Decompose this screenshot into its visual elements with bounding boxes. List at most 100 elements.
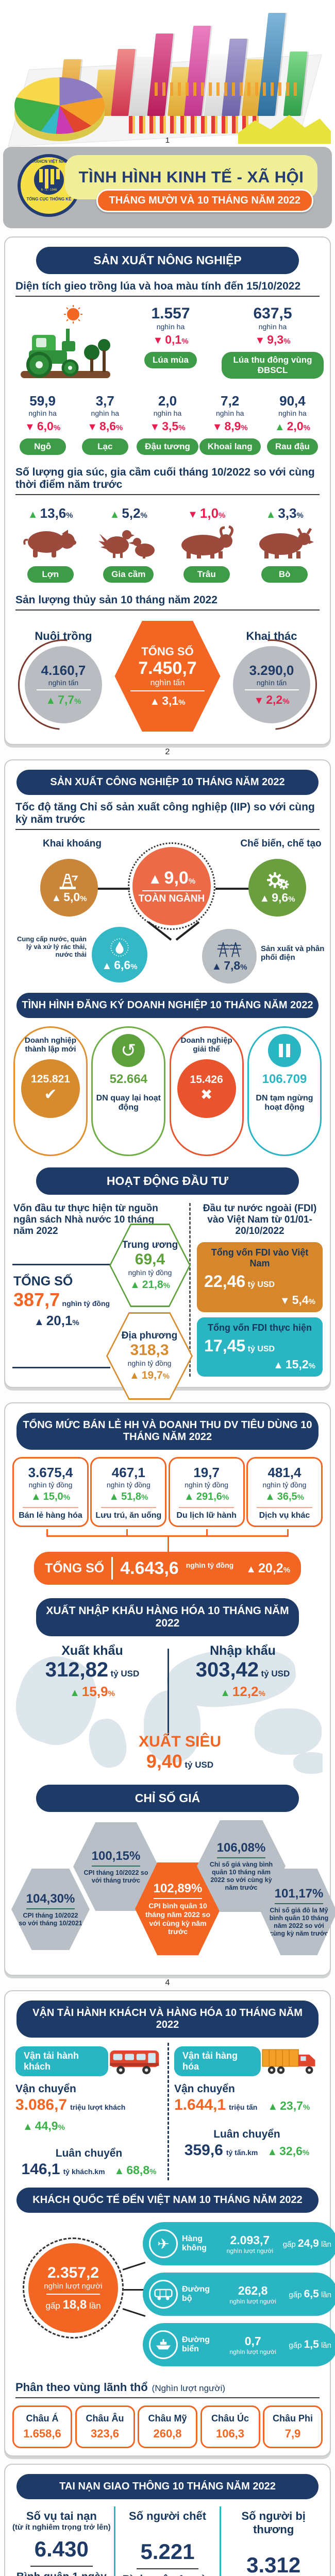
cases-value: 6.430: [34, 2537, 89, 2561]
cpi-value: 100,15%: [91, 1849, 141, 1867]
sea-value: 0,7: [244, 2334, 261, 2348]
up-arrow-icon: ▲: [264, 1491, 275, 1502]
region-label: Châu Phi: [272, 2413, 313, 2424]
passenger-pill: Vận tải hành khách: [15, 2046, 109, 2076]
livestock-label-pill: Gia cầm: [103, 566, 154, 583]
rice-row: 1.557 nghìn ha ▼ 0,1% Lúa mùa 637,5 nghìn…: [5, 305, 330, 385]
business-suspended-value: 106.709: [262, 1072, 307, 1086]
fishery-farming-value: 4.160,7: [41, 662, 86, 678]
page-number-1: 1: [165, 136, 170, 145]
business-new-label: Doanh nghiệp thành lập mới: [25, 1036, 76, 1054]
business-returned-capsule: ↺ 52.664 DN quay lại hoạt động: [91, 1026, 166, 1156]
freight-rotated-label: Luân chuyển: [213, 2128, 280, 2140]
cpi-hexagon: 104,30% CPI tháng 10/2022 so với tháng 1…: [11, 1869, 90, 1950]
tractor-illustration: [11, 305, 120, 385]
cpi-label: CPI tháng 10/2022 so với tháng 10/2021: [19, 1911, 82, 1927]
retail-total-value: 4.643,6: [120, 1558, 179, 1578]
rice-label-pill: Lúa thu đông vùng ĐBSCL: [222, 352, 324, 379]
truck-icon: [262, 2049, 315, 2074]
retail-cards: 3.675,4 nghìn tỷ đồng ▲ 15,0% Bán lẻ hàng…: [5, 1455, 330, 1529]
central-value: 69,4: [135, 1251, 165, 1268]
surplus-value: 9,40: [146, 1751, 182, 1772]
freight-transport: Vận tải hàng hóa Vận chuyển 1.644,1 triệ…: [167, 2043, 325, 2180]
retail-value: 19,7: [193, 1465, 220, 1480]
region-cards: Châu Á 1.658,6 Châu Âu 323,6 Châu Mỹ 260…: [5, 2405, 330, 2448]
gso-logo-date: 6 - 5 - 1946: [41, 189, 57, 192]
freight-rotated-value: 359,6: [184, 2142, 223, 2159]
crop-value: 7,2: [221, 393, 240, 409]
x-icon: ✖: [200, 1087, 213, 1103]
livestock-row: ▲ 13,6% Lợn ▲ 5,2% Gia cầm ▼ 1,0% Trâu ▲ 3,3…: [5, 503, 330, 583]
region-card: Châu Mỹ 260,8: [138, 2405, 197, 2448]
investment-section-title: HOẠT ĐỘNG ĐẦU TƯ: [36, 1167, 299, 1195]
retail-total-label: TỔNG SỐ: [44, 1561, 105, 1575]
region-label: Châu Mỹ: [148, 2413, 187, 2424]
transport-section-title: VẬN TẢI HÀNH KHÁCH VÀ HÀNG HÓA 10 THÁNG …: [16, 2001, 319, 2038]
rice-change: 0,1: [165, 333, 182, 346]
return-arrow-icon: ↺: [112, 1034, 145, 1067]
import-label: Nhập khẩu: [210, 1643, 276, 1658]
crop-stat: 7,2 nghìn ha ▼ 8,9% Khoai lang: [199, 393, 261, 455]
period-badge: THÁNG MƯỜI VÀ 10 THÁNG NĂM 2022: [96, 189, 313, 212]
retail-value: 481,4: [267, 1465, 301, 1480]
cpi-label: Chỉ số giá đô la Mỹ bình quân 10 tháng n…: [269, 1906, 329, 1937]
cow-icon: [259, 528, 314, 558]
accidents-section-title: TAI NẠN GIAO THÔNG 10 THÁNG NĂM 2022: [16, 2474, 319, 2499]
crop-value: 90,4: [279, 393, 306, 409]
map-australia: [293, 1752, 323, 1774]
crops-row: 59,9 nghìn ha ▼ 6,0% Ngô 3,7 nghìn ha ▼ 8,…: [5, 393, 330, 455]
gso-emblem-icon: 6 - 5 - 1946: [34, 165, 64, 195]
page-number-2: 2: [165, 748, 170, 756]
region-value: 1.658,6: [23, 2427, 61, 2440]
rice-unit: nghìn ha: [258, 323, 287, 331]
up-arrow-icon: ▲: [102, 960, 112, 972]
deaths-value: 5.221: [140, 2539, 195, 2564]
minibus-icon: [149, 2280, 178, 2309]
map-asia-pacific: [255, 1708, 322, 1755]
livestock-label-pill: Trâu: [183, 566, 230, 583]
fdi-implemented-box: Tổng vốn FDI thực hiện 17,45 tỷ USD ▲ 15,…: [197, 1317, 323, 1377]
state-investment: Vốn đầu tư thực hiện từ nguồn ngân sách …: [12, 1203, 193, 1400]
oil-rig-icon: [59, 873, 78, 889]
accident-deaths: Số người chết 5.221 Bình quân 1 ngày 17 …: [113, 2506, 222, 2576]
up-arrow-icon: ▲: [27, 509, 38, 520]
road-label: Đường bộ: [182, 2285, 210, 2303]
total-label: TỔNG SỐ: [13, 1274, 73, 1289]
livestock-label-pill: Lợn: [27, 566, 74, 583]
industry-section-title: SẢN XUẤT CÔNG NGHIỆP 10 THÁNG NĂM 2022: [16, 770, 319, 795]
poultry-icon: [98, 530, 155, 558]
transport-columns: Vận tải hành khách Vận chuyển 3.086,7 tr…: [5, 2043, 330, 2180]
export-value: 312,82: [45, 1658, 109, 1681]
cpi-value: 106,08%: [216, 1841, 266, 1858]
up-arrow-icon: ▲: [147, 870, 162, 887]
up-arrow-icon: ▲: [30, 1491, 41, 1502]
passenger-moved-value: 3.086,7: [15, 2096, 68, 2113]
retail-connector-lines: [46, 1529, 289, 1552]
crop-label-pill: Ngô: [19, 438, 66, 455]
rice-value: 1.557: [151, 305, 190, 322]
crop-label-pill: Lạc: [81, 438, 128, 455]
cpi-value: 102,89%: [153, 1882, 203, 1899]
mining-label: Khai khoáng: [42, 838, 102, 849]
rice-stat-mua: 1.557 nghìn ha ▼ 0,1% Lúa mùa: [120, 305, 222, 368]
export-block: Xuất khẩu 312,82 tỷ USD ▲ 15,9%: [20, 1643, 164, 1700]
cpi-label: Chỉ số giá vàng bình quân 10 tháng năm 2…: [209, 1860, 273, 1891]
up-arrow-icon: ▲: [129, 1370, 140, 1381]
injured-value: 3.312: [246, 2553, 301, 2576]
down-arrow-icon: ▼: [188, 509, 198, 520]
fishery-capture-value: 3.290,0: [249, 662, 294, 678]
down-arrow-icon: ▼: [87, 421, 98, 433]
livestock-stat: ▲ 5,2% Gia cầm: [90, 503, 168, 583]
retail-label: Lưu trú, ăn uống: [95, 1511, 162, 1520]
fishery-capture-circle: 3.290,0 nghìn tấn ▼ 2,2%: [233, 646, 310, 723]
retail-section-title: TỔNG MỨC BÁN LẺ HH VÀ DOANH THU DV TIÊU …: [16, 1413, 319, 1450]
trade-section-title: XUẤT NHẬP KHẨU HÀNG HÓA 10 THÁNG NĂM 202…: [36, 1598, 299, 1636]
retail-card: 481,4 nghìn tỷ đồng ▲ 36,5% Dịch vụ khác: [246, 1457, 323, 1527]
retail-total-bar: TỔNG SỐ 4.643,6 nghìn tỷ đồng ▲ 20,2%: [34, 1552, 301, 1585]
crop-stat: 2,0 nghìn ha ▼ 3,5% Đậu tương: [136, 393, 198, 455]
freight-moved-label: Vận chuyển: [174, 2083, 235, 2095]
visitors-total-circle: 2.357,2 nghìn lượt người gấp 18,8 lần: [23, 2238, 124, 2338]
region-unit: (Nghìn lượt người): [152, 2383, 226, 2393]
region-label: Châu Úc: [211, 2413, 249, 2424]
region-value: 7,9: [284, 2427, 301, 2440]
